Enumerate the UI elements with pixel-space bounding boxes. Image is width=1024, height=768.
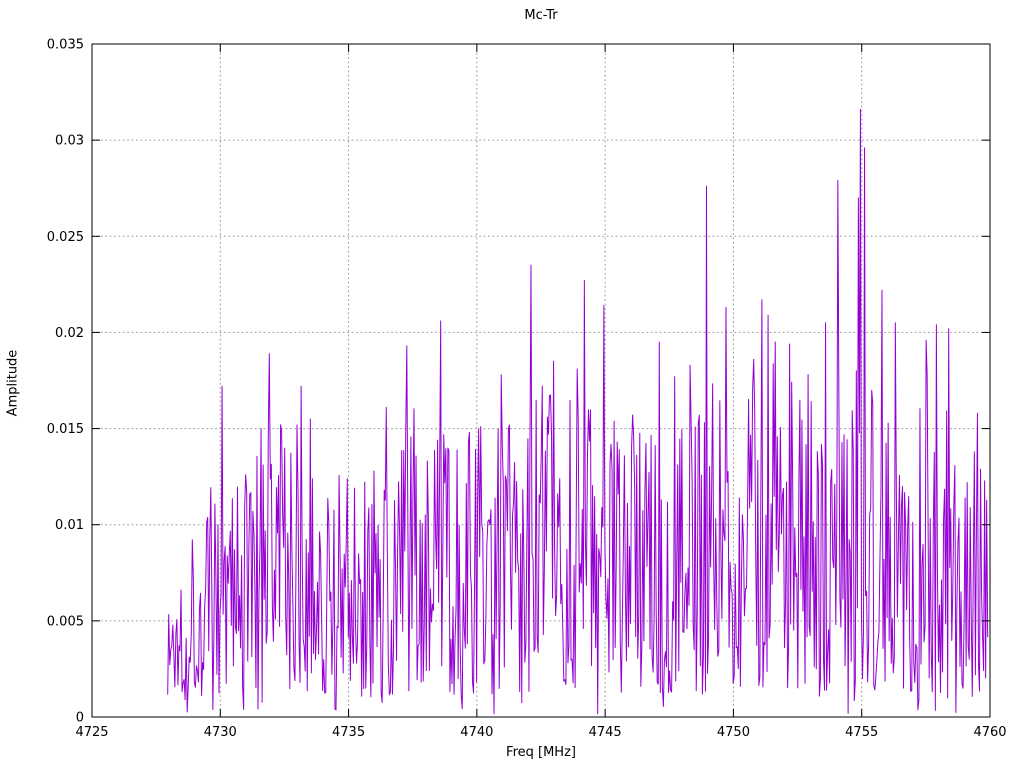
x-tick-label: 4745	[589, 725, 622, 740]
x-tick-label: 4730	[204, 725, 237, 740]
y-tick-label: 0.025	[47, 230, 84, 245]
x-tick-labels: 4725 4730 4735 4740 4745 4750 4755 4760	[75, 725, 1006, 740]
y-tick-label: 0.03	[55, 134, 84, 149]
chart-title: Mc-Tr	[524, 8, 558, 23]
y-tick-label: 0.035	[47, 38, 84, 53]
x-tick-label: 4760	[973, 725, 1006, 740]
y-tick-labels: 0 0.005 0.01 0.015 0.02 0.025 0.03 0.035	[47, 38, 84, 726]
x-tick-label: 4735	[332, 725, 365, 740]
x-tick-label: 4750	[717, 725, 750, 740]
x-axis-label: Freq [MHz]	[506, 745, 576, 760]
plot-border	[91, 43, 991, 718]
y-tick-label: 0.005	[47, 614, 84, 629]
x-tick-label: 4755	[845, 725, 878, 740]
y-tick-label: 0.015	[47, 422, 84, 437]
axis-ticks	[91, 43, 991, 718]
x-tick-label: 4740	[460, 725, 493, 740]
spectrum-line	[167, 108, 989, 715]
y-tick-label: 0.01	[55, 518, 84, 533]
y-tick-label: 0.02	[55, 326, 84, 341]
y-tick-label: 0	[76, 711, 84, 726]
x-tick-label: 4725	[75, 725, 108, 740]
